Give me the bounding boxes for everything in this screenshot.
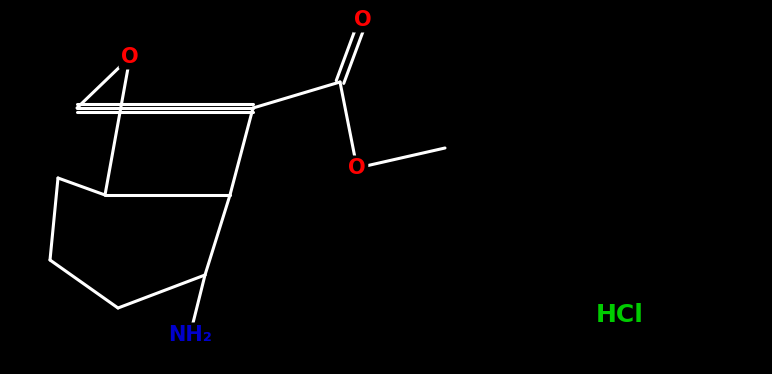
Text: HCl: HCl [596,303,644,327]
Text: NH₂: NH₂ [168,325,212,345]
Text: O: O [354,10,372,30]
Text: O: O [348,158,366,178]
Text: O: O [121,47,139,67]
